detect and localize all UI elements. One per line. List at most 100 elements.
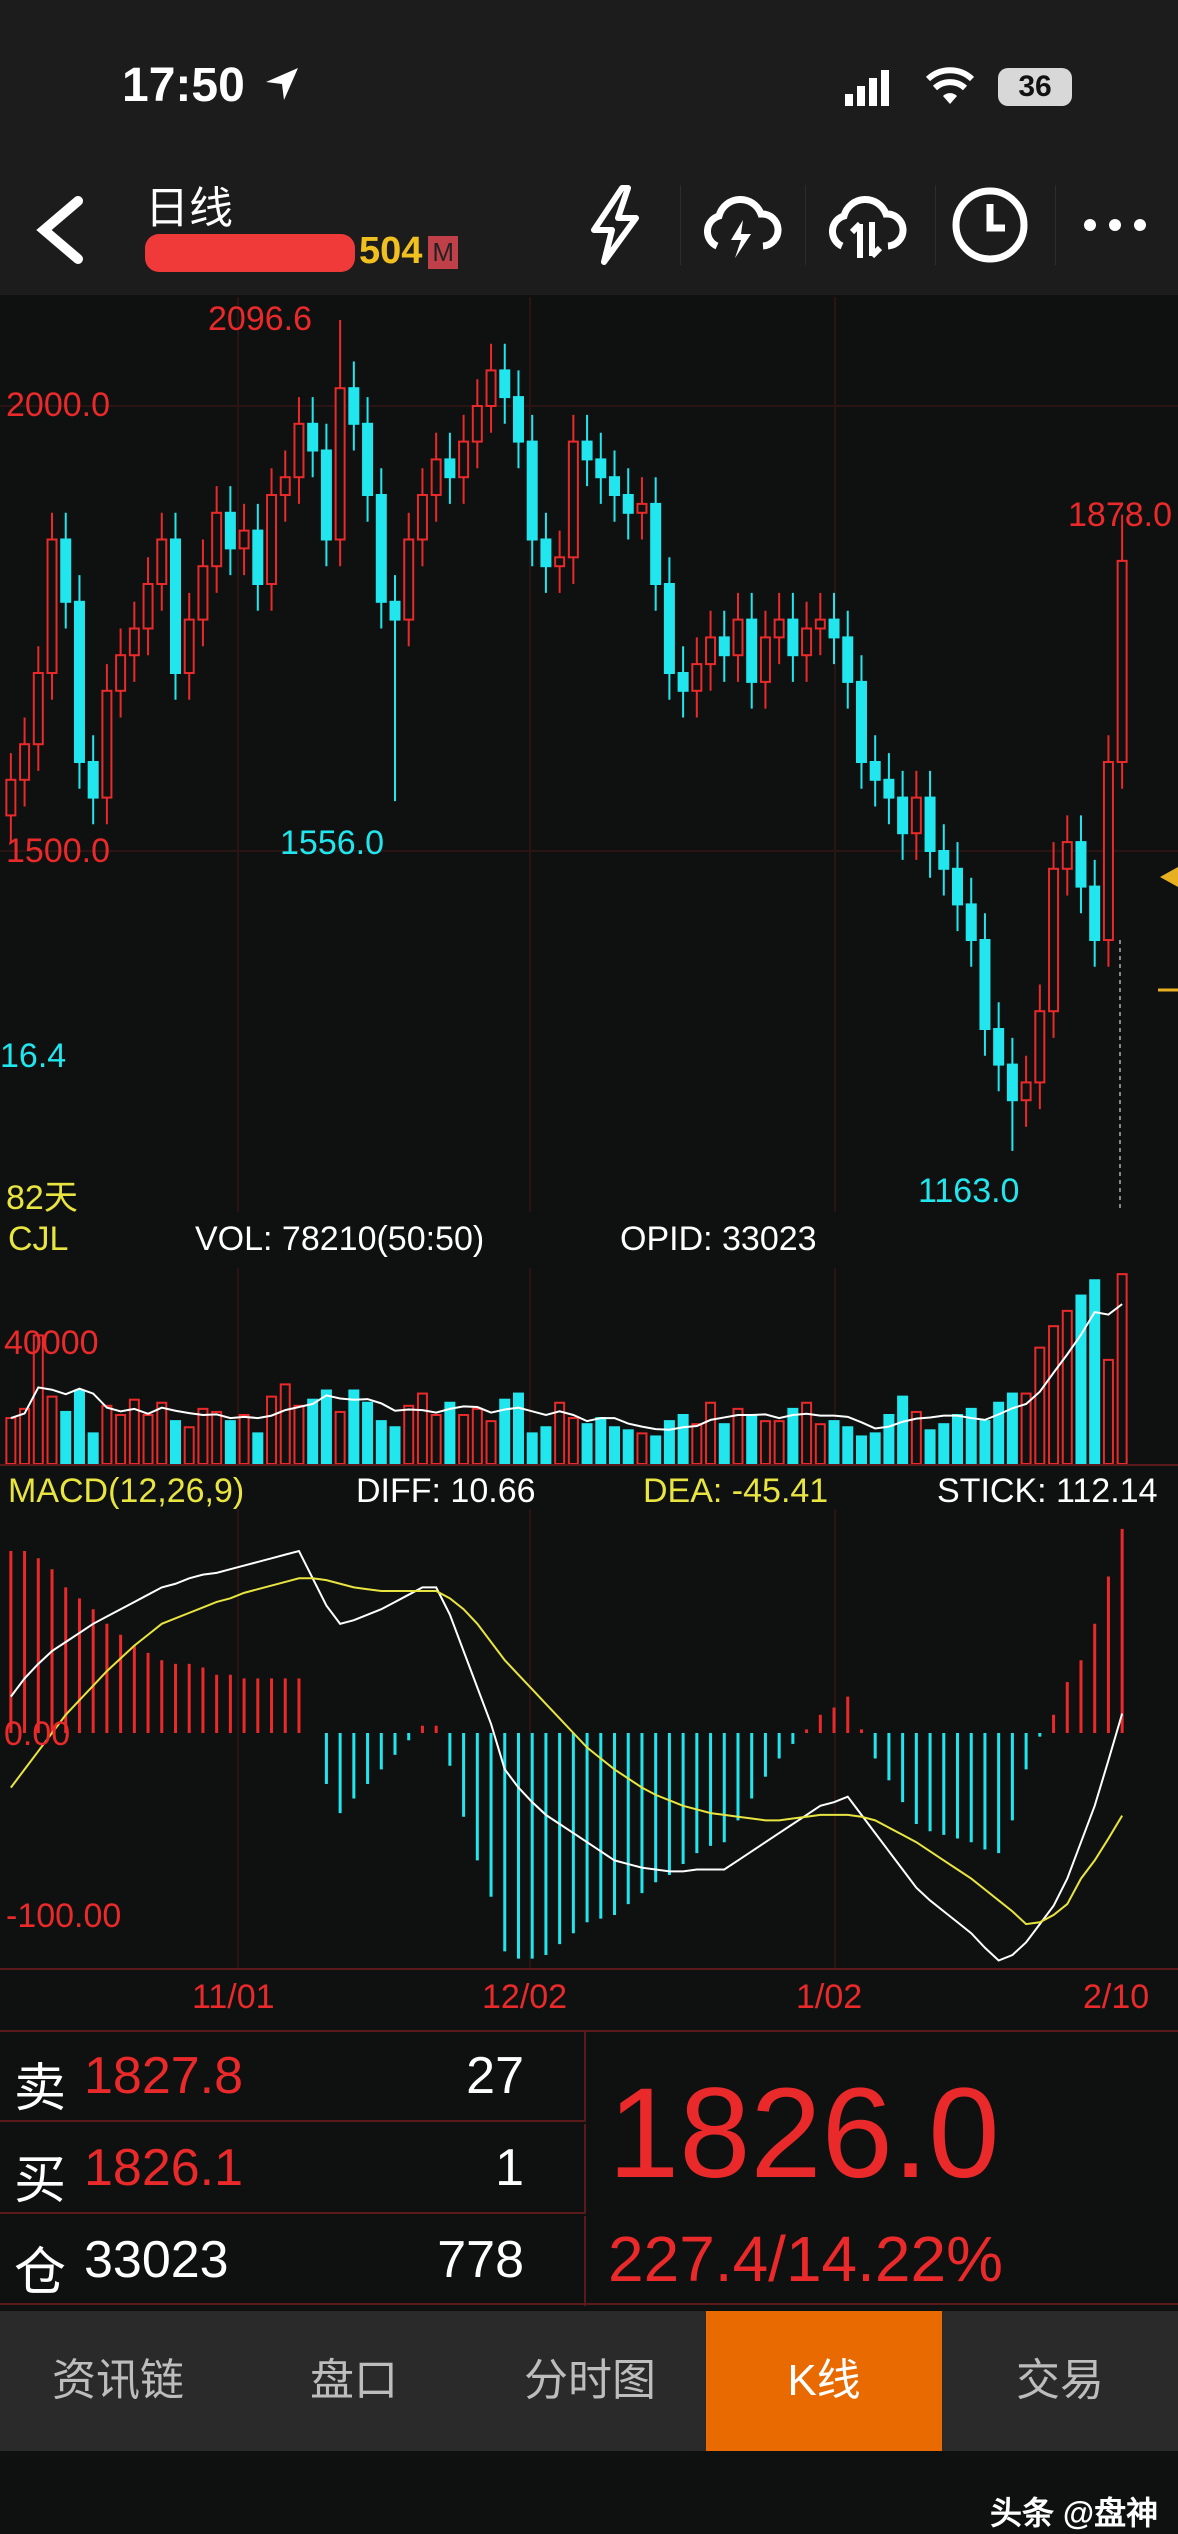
candle-down (622, 494, 634, 514)
lightning-icon[interactable] (570, 180, 660, 270)
candle-down (348, 387, 360, 425)
volume-bar (60, 1410, 72, 1465)
location-arrow-icon (266, 68, 298, 100)
volume-bar (718, 1423, 730, 1465)
volume-bar (924, 1429, 936, 1465)
candle-down (60, 538, 72, 603)
candle-up (567, 440, 579, 559)
candle-down (252, 529, 264, 586)
candle-up (636, 502, 648, 514)
candle-down (595, 458, 607, 479)
volume-bar (279, 1383, 291, 1465)
volume-bar (567, 1417, 579, 1465)
bottom-tab-bar: 资讯链 盘口 分时图 K线 交易 (0, 2311, 1178, 2451)
volume-bar (609, 1426, 621, 1465)
candle-down (855, 680, 867, 763)
label-low-1556: 1556.0 (280, 824, 384, 862)
tab-news-chain[interactable]: 资讯链 (52, 2356, 184, 2405)
candle-down (87, 761, 99, 799)
date-axis: 11/01 12/02 1/02 2/10 (0, 1968, 1178, 2028)
candle-up (485, 369, 497, 407)
label-last: 1878.0 (1068, 496, 1172, 534)
back-icon[interactable] (30, 195, 90, 265)
cloud-lightning-icon[interactable] (695, 180, 785, 270)
bid-row: 买 1826.1 1 (0, 2124, 586, 2214)
tick-1500: 1500.0 (6, 832, 110, 870)
volume-bar (1034, 1346, 1046, 1465)
more-icon[interactable] (1070, 180, 1160, 270)
candlestick-chart[interactable] (0, 297, 1178, 1212)
candle-down (512, 396, 524, 443)
volume-bar (746, 1414, 758, 1465)
macd-diff: DIFF: 10.66 (356, 1472, 536, 1510)
candle-down (842, 636, 854, 683)
volume-bar (938, 1423, 950, 1465)
volume-bar (211, 1410, 223, 1465)
candle-up (554, 556, 566, 568)
clock-icon[interactable] (945, 180, 1035, 270)
cloud-sync-icon[interactable] (820, 180, 910, 270)
ask-qty: 27 (466, 2047, 524, 2105)
candle-down (526, 440, 538, 541)
tab-kline[interactable]: K线 (706, 2311, 942, 2451)
candle-down (320, 449, 332, 541)
candle-up (416, 494, 428, 541)
macd-stick: STICK: 112.14 (937, 1472, 1158, 1510)
candle-down (663, 583, 675, 674)
candle-up (759, 636, 771, 683)
candle-up (910, 796, 922, 835)
candle-down (883, 778, 895, 799)
volume-bar (979, 1420, 991, 1465)
candle-down (224, 511, 236, 550)
candle-up (156, 538, 168, 585)
candle-up (19, 743, 31, 781)
candle-up (1020, 1081, 1032, 1102)
volume-bar (416, 1392, 428, 1465)
volume-bar (773, 1420, 785, 1465)
candle-down (581, 440, 593, 461)
volume-bar (320, 1389, 332, 1465)
candle-down (869, 761, 881, 781)
volume-bar (142, 1414, 154, 1465)
candle-down (362, 422, 374, 496)
volume-bar (732, 1407, 744, 1465)
volume-bar (540, 1426, 552, 1465)
volume-bar (252, 1432, 264, 1465)
candle-down (787, 618, 799, 657)
volume-bar (46, 1395, 58, 1465)
position-label: 仓 (14, 2244, 67, 2302)
volume-bar (952, 1414, 964, 1465)
month-badge: M (428, 236, 459, 270)
candle-up (1061, 841, 1073, 870)
macd-chart (9, 1509, 1124, 1969)
volume-bar (801, 1401, 813, 1465)
candle-up (5, 778, 17, 817)
ask-row: 卖 1827.8 27 (0, 2032, 586, 2122)
bid-price: 1826.1 (84, 2139, 244, 2197)
candle-up (1102, 761, 1114, 941)
candle-up (1034, 1010, 1046, 1084)
candle-down (1075, 841, 1087, 888)
candle-up (32, 672, 44, 746)
volume-value: VOL: 78210(50:50) (195, 1220, 485, 1258)
candle-down (650, 502, 662, 585)
volume-bar (691, 1423, 703, 1465)
bid-qty: 1 (495, 2139, 524, 2197)
candle-down (965, 903, 977, 942)
candle-up (266, 494, 278, 585)
candle-up (101, 689, 113, 799)
tab-trade[interactable]: 交易 (1016, 2356, 1104, 2405)
candle-up (142, 583, 154, 630)
volume-tick-40000: 40000 (4, 1324, 99, 1362)
volume-bar (197, 1407, 209, 1465)
tab-intraday[interactable]: 分时图 (524, 2356, 656, 2405)
volume-chart (0, 1268, 1178, 1466)
tab-order-book[interactable]: 盘口 (310, 2356, 398, 2405)
volume-bar (183, 1426, 195, 1465)
volume-bar (1048, 1325, 1060, 1465)
volume-bar (595, 1417, 607, 1465)
candle-up (705, 636, 717, 666)
candle-up (46, 538, 58, 674)
candle-down (73, 600, 85, 763)
volume-bar (266, 1395, 278, 1465)
